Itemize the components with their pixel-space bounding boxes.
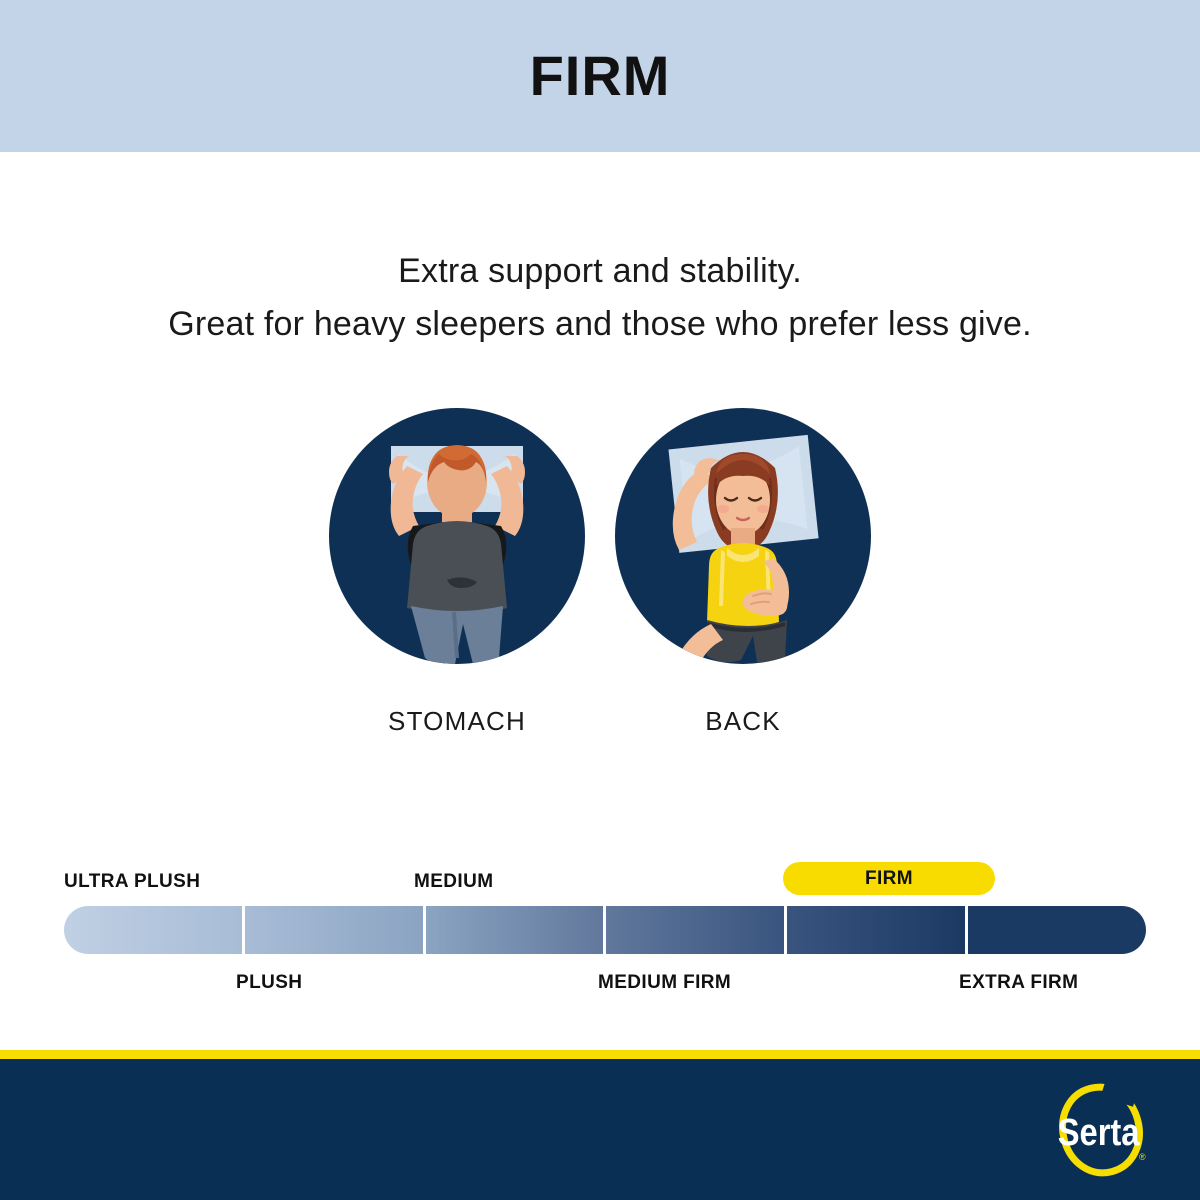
- description-line-2: Great for heavy sleepers and those who p…: [168, 304, 1032, 343]
- firmness-scale: ULTRA PLUSH PLUSH MEDIUM MEDIUM FIRM FIR…: [64, 862, 1146, 1007]
- sleep-position-label-stomach: STOMACH: [388, 706, 526, 736]
- sleep-position-label-back: BACK: [705, 706, 781, 736]
- serta-logo-icon: Serta ®: [1058, 1079, 1146, 1177]
- firmness-segment-firm[interactable]: [787, 906, 966, 954]
- serta-logo: Serta ®: [1047, 1079, 1155, 1179]
- firmness-label-plush: PLUSH: [236, 972, 303, 993]
- firmness-segment-extra-firm[interactable]: [968, 906, 1146, 954]
- firmness-label-ultra-plush: ULTRA PLUSH: [64, 871, 201, 892]
- description-block: Extra support and stability. Great for h…: [0, 245, 1200, 350]
- firmness-label-extra-firm: EXTRA FIRM: [959, 972, 1079, 993]
- firmness-segment-medium-firm[interactable]: [606, 906, 785, 954]
- description-line-1: Extra support and stability.: [398, 252, 802, 290]
- sleep-positions-group: STOMACH: [0, 408, 1200, 737]
- firmness-label-firm: FIRM: [864, 867, 914, 889]
- trademark-symbol: ®: [1139, 1152, 1146, 1162]
- page-header: FIRM: [0, 0, 1200, 152]
- firmness-label-medium: MEDIUM: [414, 871, 494, 892]
- page-footer: Serta ®: [0, 1059, 1200, 1200]
- person-sleeping-on-stomach-icon: [389, 445, 525, 664]
- firmness-scale-bar: [64, 906, 1146, 954]
- stomach-sleeper-illustration: [329, 408, 585, 664]
- sleep-position-back: BACK: [613, 408, 873, 737]
- sleep-position-stomach: STOMACH: [327, 408, 587, 737]
- firmness-selected-badge-firm[interactable]: FIRM: [783, 862, 995, 895]
- serta-logo-wordmark: Serta: [1058, 1111, 1140, 1154]
- page-title: FIRM: [529, 44, 671, 107]
- back-sleeper-illustration: [615, 408, 871, 664]
- firmness-label-medium-firm: MEDIUM FIRM: [598, 972, 732, 993]
- firmness-segment-medium[interactable]: [425, 906, 604, 954]
- footer-accent-stripe: [0, 1050, 1200, 1059]
- firmness-segment-plush[interactable]: [244, 906, 423, 954]
- person-sleeping-on-back-icon: [668, 434, 819, 664]
- firmness-segment-ultra-plush[interactable]: [64, 906, 242, 954]
